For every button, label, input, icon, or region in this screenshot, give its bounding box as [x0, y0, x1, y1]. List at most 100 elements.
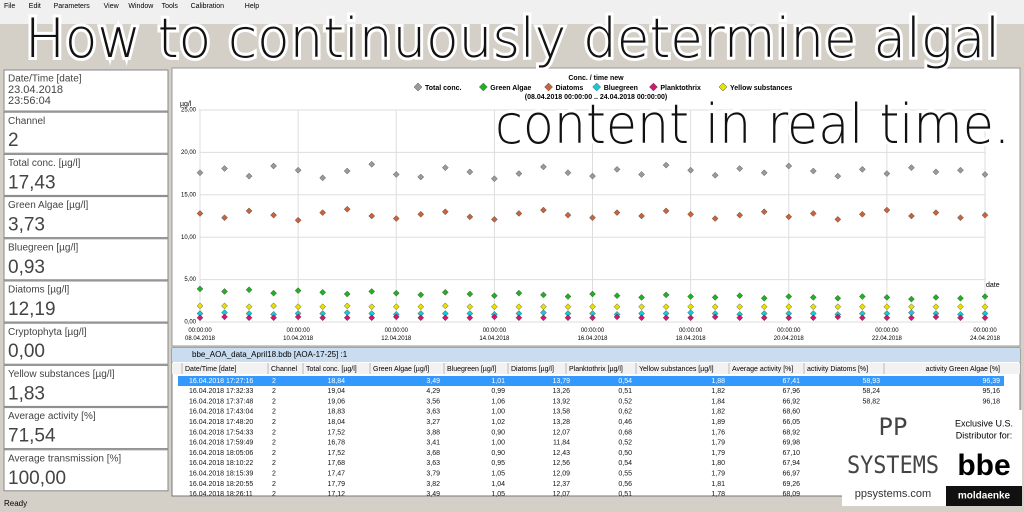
data-point: [564, 169, 572, 177]
menu-item[interactable]: Help: [245, 3, 260, 10]
menu-item[interactable]: Edit: [29, 3, 41, 10]
table-cell: 16.04.2018 17:32:33: [189, 388, 253, 395]
data-point: [859, 293, 866, 300]
y-tick-label: 5,00: [184, 277, 196, 283]
data-point: [613, 209, 621, 216]
overlay-title: content in real time.: [495, 93, 1010, 156]
table-cell: 1,81: [711, 481, 725, 488]
data-point: [883, 294, 891, 301]
table-cell: 16.04.2018 17:43:04: [189, 409, 253, 416]
menu-item[interactable]: Calibration: [191, 3, 225, 10]
data-point: [392, 303, 400, 311]
data-point: [981, 303, 989, 311]
field-box: [3, 196, 169, 239]
table-cell: 1,79: [711, 450, 725, 457]
table-cell: 3,68: [426, 450, 440, 457]
data-point: [613, 292, 621, 299]
table-cell: 3,49: [426, 378, 440, 385]
legend-marker: [544, 82, 553, 92]
selected-row: [178, 376, 1004, 386]
table-cell: 16.04.2018 17:37:48: [189, 398, 253, 405]
field-label: Average activity [%]: [8, 411, 96, 422]
data-point: [368, 314, 376, 322]
data-point: [957, 166, 964, 174]
data-point: [515, 170, 523, 177]
field-box: [3, 449, 169, 492]
data-point: [442, 289, 449, 296]
menu-item[interactable]: Parameters: [54, 3, 91, 10]
data-point: [221, 288, 228, 295]
table-cell: 2: [272, 450, 276, 457]
field-label: Green Algae [µg/l]: [8, 200, 88, 211]
field-box: [3, 111, 169, 154]
table-cell: 16.04.2018 17:27:16: [189, 378, 253, 385]
menu-item[interactable]: Tools: [162, 3, 179, 10]
data-point: [442, 314, 449, 322]
data-point: [834, 172, 842, 180]
column-header: activity Diatoms [%]: [807, 366, 868, 373]
table-cell: 12,56: [552, 460, 570, 467]
data-point: [540, 163, 547, 171]
table-cell: 1,00: [491, 440, 505, 447]
field-label: Total conc. [µg/l]: [8, 158, 81, 169]
data-point: [466, 213, 474, 221]
data-point: [196, 302, 204, 310]
chart-title: Conc. / time new: [568, 75, 624, 82]
table-cell: 1,79: [711, 440, 725, 447]
data-point: [368, 303, 376, 311]
data-point: [294, 313, 302, 321]
menu-item[interactable]: File: [4, 3, 15, 10]
table-cell: 18,83: [327, 409, 345, 416]
table-cell: 1,89: [711, 419, 725, 426]
data-point: [736, 292, 743, 299]
table-cell: 16.04.2018 17:48:20: [189, 419, 253, 426]
table-cell: 13,26: [552, 388, 570, 395]
table-cell: 69,98: [782, 440, 800, 447]
data-point: [540, 303, 547, 311]
data-point: [417, 211, 425, 218]
logo-tagline: Exclusive U.S.: [955, 418, 1013, 428]
column-header: Planktothrix [µg/l]: [569, 366, 623, 373]
table-cell: 4,29: [426, 388, 440, 395]
x-axis-label: date: [986, 282, 1000, 289]
column-header: Yellow substances [µg/l]: [639, 366, 714, 373]
data-point: [564, 293, 572, 300]
table-cell: 16.04.2018 17:54:33: [189, 429, 253, 436]
table-cell: 1,02: [491, 419, 505, 426]
data-point: [957, 314, 964, 322]
table-cell: 1,01: [491, 378, 505, 385]
data-point: [343, 290, 351, 298]
menu-item[interactable]: View: [104, 3, 120, 10]
table-cell: 2: [272, 460, 276, 467]
data-point: [908, 295, 915, 303]
data-point: [809, 167, 817, 175]
field-label: Diatoms [µg/l]: [8, 285, 70, 296]
data-point: [515, 303, 523, 311]
data-point: [736, 211, 743, 219]
data-point: [294, 303, 302, 311]
data-point: [270, 162, 277, 170]
table-cell: 1,06: [491, 398, 505, 405]
data-point: [221, 302, 228, 310]
column-header: Green Algae [µg/l]: [373, 366, 429, 373]
field-label: Date/Time [date]: [8, 74, 82, 85]
data-point: [785, 303, 793, 311]
table-cell: 17,52: [327, 450, 345, 457]
field-box: [3, 407, 169, 450]
table-cell: 1,82: [711, 388, 725, 395]
table-cell: 12,37: [552, 481, 570, 488]
data-point: [589, 290, 596, 298]
data-point: [859, 303, 866, 311]
table-cell: 66,97: [782, 471, 800, 478]
legend-marker: [718, 82, 728, 92]
menu-item[interactable]: Window: [128, 3, 154, 10]
data-point: [809, 303, 817, 311]
y-tick-label: 10,00: [181, 235, 197, 241]
field-box: [3, 322, 169, 365]
column-header: Average activity [%]: [732, 366, 793, 373]
data-point: [834, 303, 842, 311]
table-cell: 0,52: [618, 440, 632, 447]
y-tick-label: 25,00: [181, 108, 197, 114]
